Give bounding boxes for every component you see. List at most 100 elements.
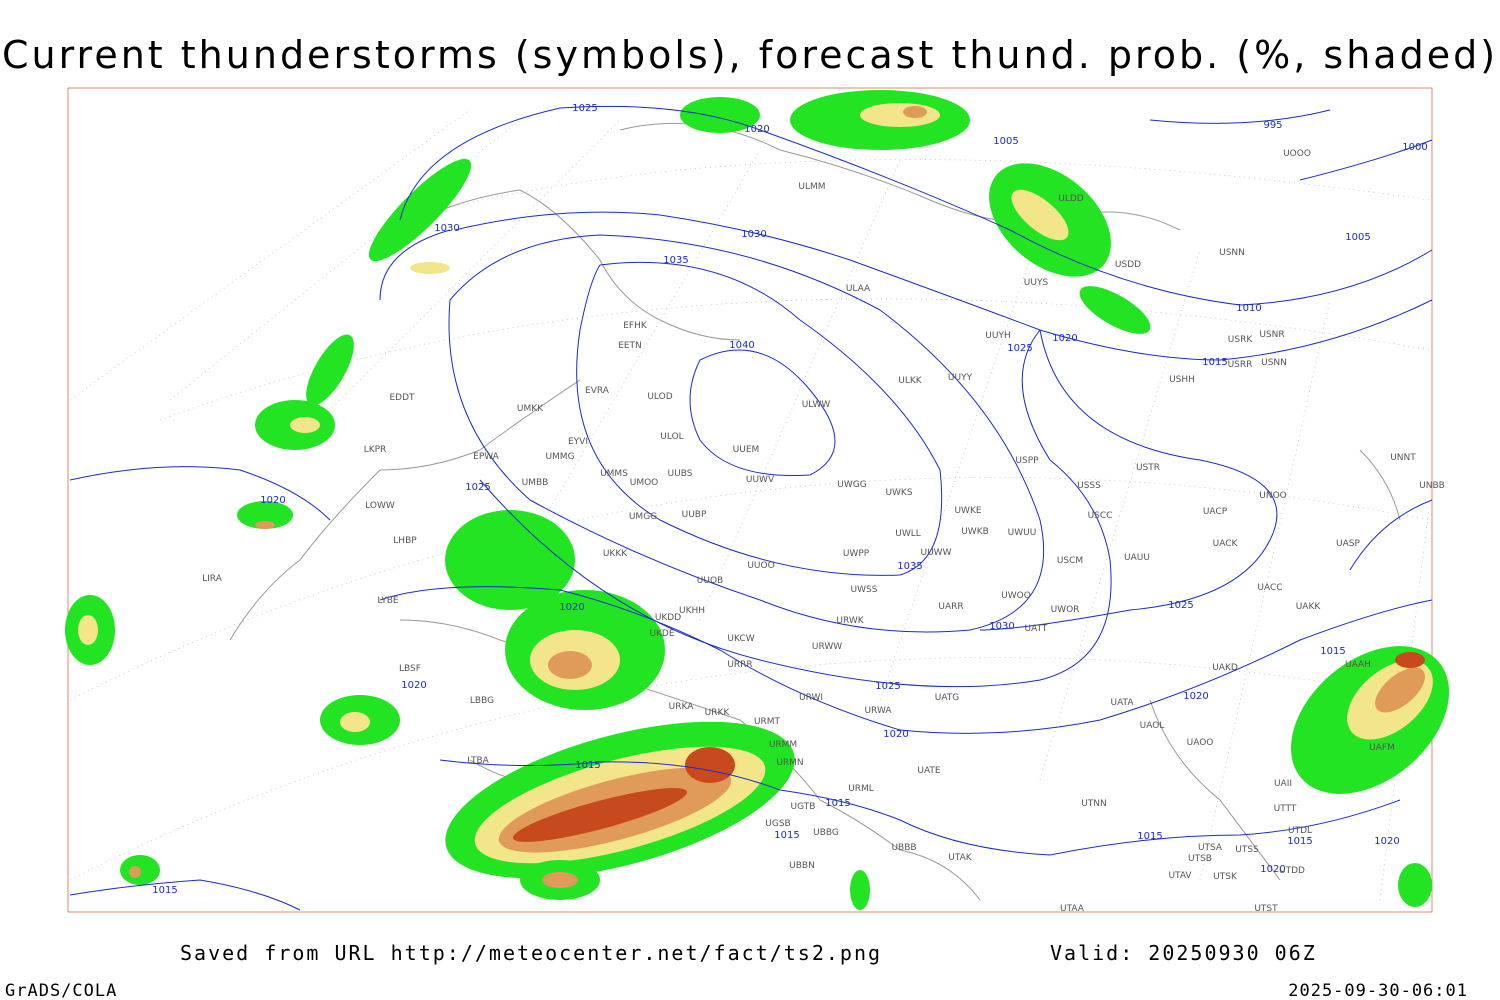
station-label: UWOO xyxy=(1001,591,1031,601)
station-label: UAOL xyxy=(1140,721,1165,731)
station-label: UWKB xyxy=(961,527,989,537)
station-label: UBBG xyxy=(813,828,839,838)
station-label: UAOO xyxy=(1187,738,1214,748)
station-label: EDDT xyxy=(389,393,415,403)
isobar-label: 1025 xyxy=(572,103,597,114)
station-label: UTSA xyxy=(1198,843,1223,853)
station-label: UUBP xyxy=(682,510,707,520)
isobar-label: 1015 xyxy=(575,760,600,771)
station-label: UUBS xyxy=(668,469,693,479)
station-label: URKK xyxy=(705,708,731,718)
station-label: UGSB xyxy=(765,819,790,829)
station-label: UASP xyxy=(1336,539,1360,549)
isobar-label: 1015 xyxy=(825,798,850,809)
isobar-label: 1020 xyxy=(1052,333,1077,344)
station-label: EVRA xyxy=(585,386,610,396)
station-label: UUYS xyxy=(1024,278,1049,288)
isobar-label: 1015 xyxy=(1202,357,1227,368)
station-label: UTAK xyxy=(948,853,973,863)
software: GrADS/COLA xyxy=(5,981,117,1000)
thunder-probability-shading xyxy=(65,90,1449,910)
isobar-label: 1035 xyxy=(663,255,688,266)
station-label: URWW xyxy=(812,642,842,652)
station-label: UTSS xyxy=(1235,845,1259,855)
station-label: UNOO xyxy=(1259,491,1287,501)
isobar-label: 1035 xyxy=(897,561,922,572)
station-label: ULDD xyxy=(1058,194,1084,204)
station-label: ULOL xyxy=(660,432,683,442)
station-label: ULKK xyxy=(898,376,923,386)
station-label: USNN xyxy=(1261,358,1287,368)
station-label: ULAA xyxy=(846,284,871,294)
station-label: USRR xyxy=(1228,360,1253,370)
isobar-label: 1005 xyxy=(993,136,1018,147)
isobar-label: 1010 xyxy=(1236,303,1261,314)
isobar-label: 1030 xyxy=(741,229,766,240)
station-label: UTAA xyxy=(1060,904,1085,914)
station-label: UAFM xyxy=(1369,743,1395,753)
station-label: UMGG xyxy=(629,512,657,522)
map: 1025 1020 1005 995 1000 1030 1030 1035 1005 1010 1… xyxy=(65,87,1449,914)
isobar-label: 1020 xyxy=(883,729,908,740)
station-label: USSS xyxy=(1077,481,1101,491)
station-label: UTSK xyxy=(1213,872,1238,882)
station-label: UTST xyxy=(1254,904,1278,914)
isobar-label: 1025 xyxy=(1168,600,1193,611)
station-label: UMMG xyxy=(545,452,574,462)
station-label: UTTT xyxy=(1274,804,1297,814)
isobar-label: 1030 xyxy=(989,621,1014,632)
station-label: USNN xyxy=(1219,248,1245,258)
isobar-label: 1005 xyxy=(1345,232,1370,243)
station-label: UACC xyxy=(1257,583,1282,593)
station-label: LOWW xyxy=(365,501,395,511)
station-label: URMT xyxy=(754,717,781,727)
station-label: UAII xyxy=(1274,779,1292,789)
station-label: EYVI xyxy=(568,437,588,447)
isobar-label: 1015 xyxy=(152,885,177,896)
station-label: UWGG xyxy=(837,480,866,490)
isobar-label: 1015 xyxy=(1320,646,1345,657)
station-label: URWI xyxy=(799,693,823,703)
isobar-label: 1025 xyxy=(1007,343,1032,354)
station-label: URMM xyxy=(769,740,797,750)
station-label: UTDD xyxy=(1279,866,1305,876)
station-label: UMOO xyxy=(630,478,659,488)
station-label: ULWW xyxy=(802,400,831,410)
station-label: UBBB xyxy=(891,843,916,853)
station-label: UWSS xyxy=(851,585,878,595)
station-label: UUYY xyxy=(948,373,973,383)
station-label: UTAV xyxy=(1168,871,1192,881)
station-label: LYBE xyxy=(377,596,398,606)
station-label: UUOB xyxy=(697,576,723,586)
station-label: USNR xyxy=(1259,330,1284,340)
station-label: UUWW xyxy=(921,548,952,558)
isobar-label: 1025 xyxy=(875,681,900,692)
isobars xyxy=(69,105,1433,911)
station-label: URKA xyxy=(669,702,695,712)
isobar-label: 995 xyxy=(1263,120,1282,131)
station-label: UKDD xyxy=(655,613,681,623)
isobar-label: 1020 xyxy=(744,124,769,135)
isobar-label: 1020 xyxy=(1183,691,1208,702)
station-label: EFHK xyxy=(623,321,648,331)
station-label: EPWA xyxy=(473,452,500,462)
isobar-label: 1015 xyxy=(1137,831,1162,842)
valid-time: Valid: 20250930 06Z xyxy=(1050,941,1317,965)
station-label: USPP xyxy=(1015,456,1039,466)
isobar-label: 1020 xyxy=(1260,864,1285,875)
station-label: UWPP xyxy=(843,549,870,559)
station-label: USHH xyxy=(1169,375,1195,385)
station-label: UAAH xyxy=(1345,660,1371,670)
station-label: UTNN xyxy=(1081,799,1107,809)
isobar-label: 1020 xyxy=(1374,836,1399,847)
station-label: UATE xyxy=(917,766,941,776)
isobar-label: 1030 xyxy=(434,223,459,234)
isobar-label: 1020 xyxy=(559,602,584,613)
station-label: UATA xyxy=(1110,698,1134,708)
station-label: EETN xyxy=(618,341,642,351)
station-label: USTR xyxy=(1136,463,1160,473)
station-label: UWKE xyxy=(954,506,981,516)
station-label: UMBB xyxy=(522,478,549,488)
isobar-label: 1020 xyxy=(401,680,426,691)
